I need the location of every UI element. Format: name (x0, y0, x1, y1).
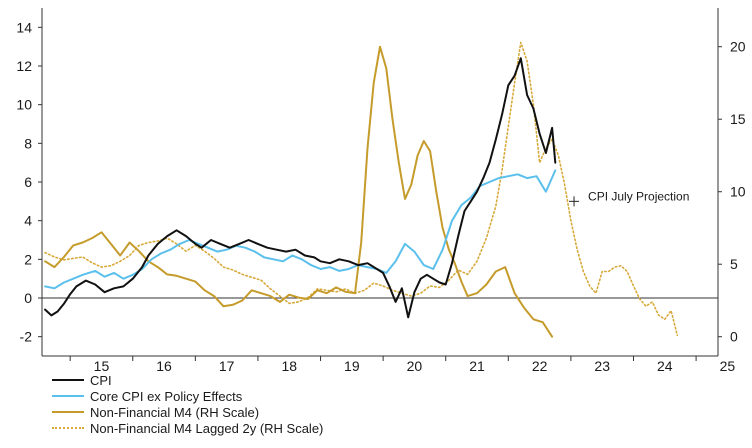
y-left-tick-label: 2 (24, 251, 32, 267)
x-tick-label: 25 (720, 358, 736, 372)
y-right-tick-label: 20 (730, 39, 746, 55)
y-right-tick-label: 10 (730, 184, 746, 200)
legend-swatch-m4-lagged (52, 427, 84, 429)
legend-label: CPI (90, 372, 112, 388)
legend-swatch-core (52, 395, 84, 397)
series-line-core (44, 169, 557, 290)
series-line-m4-lagged (44, 41, 679, 337)
legend-swatch-m4 (52, 411, 84, 413)
legend-item: CPI (52, 372, 323, 388)
annotation-label: CPI July Projection (588, 189, 689, 203)
x-tick-label: 19 (344, 358, 360, 372)
legend-label: Core CPI ex Policy Effects (90, 388, 243, 404)
y-left-tick-label: 10 (16, 97, 32, 113)
x-tick-label: 21 (469, 358, 485, 372)
y-left-tick-label: 6 (24, 174, 32, 190)
x-tick-label: 24 (657, 358, 673, 372)
y-left-tick-label: 4 (24, 213, 32, 229)
x-tick-label: 22 (532, 358, 548, 372)
series-line-cpi (44, 57, 557, 319)
annotation-layer: CPI July Projection (569, 189, 689, 207)
legend-label: Non-Financial M4 (RH Scale) (90, 404, 260, 420)
legend-item: Core CPI ex Policy Effects (52, 388, 323, 404)
y-right-tick-label: 5 (730, 256, 738, 272)
series-layer (44, 41, 679, 338)
y-left-tick-label: 12 (16, 58, 32, 74)
legend-item: Non-Financial M4 Lagged 2y (RH Scale) (52, 420, 323, 436)
x-tick-label: 15 (94, 358, 110, 372)
legend-item: Non-Financial M4 (RH Scale) (52, 404, 323, 420)
x-tick-label: 23 (594, 358, 610, 372)
series-line-m4 (44, 45, 554, 338)
y-right-tick-label: 0 (730, 329, 738, 345)
legend-swatch-cpi (52, 379, 84, 381)
y-left-tick-label: 8 (24, 135, 32, 151)
legend-label: Non-Financial M4 Lagged 2y (RH Scale) (90, 420, 324, 436)
legend: CPI Core CPI ex Policy Effects Non-Finan… (52, 372, 323, 436)
x-tick-label: 18 (281, 358, 297, 372)
y-left-tick-label: -2 (20, 329, 33, 345)
x-tick-label: 16 (156, 358, 172, 372)
y-left-tick-label: 0 (24, 290, 32, 306)
x-tick-label: 17 (219, 358, 235, 372)
x-tick-label: 20 (407, 358, 423, 372)
y-right-tick-label: 15 (730, 111, 746, 127)
y-left-tick-label: 14 (16, 19, 32, 35)
